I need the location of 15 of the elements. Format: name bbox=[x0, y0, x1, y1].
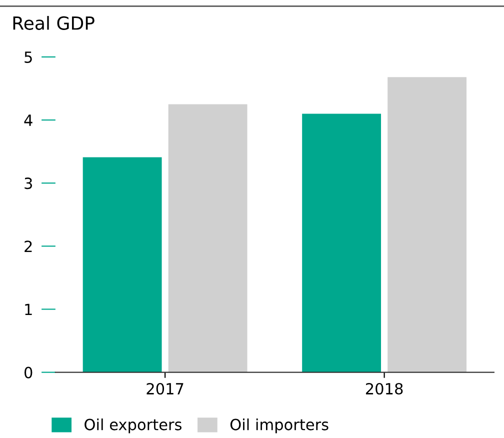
bar bbox=[302, 114, 382, 372]
y-tick-label: 3 bbox=[24, 178, 32, 190]
y-tick-label: 5 bbox=[24, 52, 32, 63]
bar bbox=[168, 104, 248, 372]
y-tick-label: 1 bbox=[25, 304, 32, 316]
chart-title: Real GDP bbox=[13, 16, 94, 30]
legend-label: Oil exporters bbox=[84, 418, 182, 434]
x-tick-label: 2017 bbox=[146, 382, 184, 395]
y-tick-label: 2 bbox=[24, 240, 32, 252]
y-tick-label: 0 bbox=[24, 366, 32, 378]
x-tick-label: 2018 bbox=[366, 382, 403, 395]
bar bbox=[388, 77, 467, 372]
y-tick-label: 4 bbox=[24, 114, 32, 126]
legend-label: Oil importers bbox=[230, 418, 328, 434]
bar bbox=[82, 157, 162, 372]
